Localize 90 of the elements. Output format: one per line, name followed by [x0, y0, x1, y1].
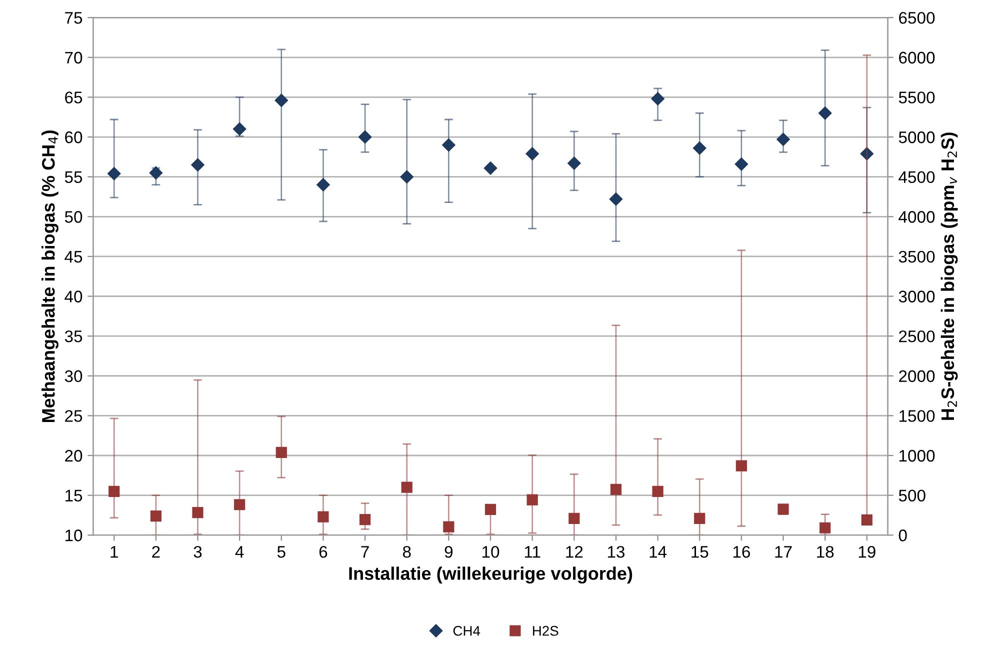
x-tick-label: 5 [277, 546, 286, 558]
point [234, 499, 246, 510]
y-tick-label: 50 [64, 211, 82, 223]
y2-tick-label: 2000 [899, 370, 935, 382]
x-tick-label: 12 [566, 546, 583, 558]
point [526, 147, 539, 160]
x-tick-label: 2 [152, 546, 160, 558]
point [192, 507, 204, 518]
x-tick-label: 19 [858, 546, 876, 558]
point [318, 511, 329, 522]
point [694, 512, 706, 524]
point [443, 521, 454, 532]
y2-tick-label: 2500 [899, 330, 935, 342]
point [568, 512, 580, 524]
point [652, 486, 664, 498]
point [778, 504, 789, 515]
x-tick-label: 10 [482, 546, 500, 558]
legend-label: CH4 [453, 626, 480, 636]
y-tick-label: 55 [64, 171, 82, 184]
y-tick-label: 15 [66, 490, 82, 502]
y2-tick-label: 5500 [898, 92, 935, 104]
y-tick-label: 40 [64, 290, 82, 302]
y2-tick-label: 4500 [898, 171, 935, 184]
legend-label: H2S [532, 626, 558, 636]
point [276, 446, 287, 458]
x-tick-label: 4 [235, 546, 244, 558]
point [860, 147, 874, 160]
point [609, 192, 623, 206]
point [568, 156, 581, 170]
x-tick-label: 16 [733, 546, 750, 558]
x-tick-label: 9 [444, 546, 453, 558]
point [358, 130, 372, 144]
x-tick-label: 1 [110, 546, 118, 558]
point [149, 166, 163, 180]
y-tick-label: 10 [66, 530, 82, 542]
y-tick-label: 70 [65, 52, 82, 64]
point [274, 94, 288, 107]
y2-tick-label: 6000 [899, 52, 935, 64]
point [401, 482, 412, 493]
y2-tick-label: 1000 [899, 450, 935, 462]
x-tick-label: 7 [361, 546, 369, 558]
y2-tick-label: 4000 [898, 211, 935, 223]
y-tick-label: 60 [65, 131, 82, 144]
point [861, 514, 872, 526]
point [776, 132, 790, 146]
y2-tick-label: 3500 [898, 250, 935, 263]
point [484, 161, 498, 175]
point [359, 514, 371, 526]
point [150, 510, 162, 522]
point [484, 504, 496, 516]
x-tick-label: 3 [194, 546, 202, 558]
point [651, 92, 664, 106]
x-tick-label: 8 [402, 546, 411, 558]
y2-tick-label: 3000 [898, 290, 935, 302]
point [400, 170, 414, 184]
y-tick-label: 35 [64, 330, 82, 342]
point [736, 460, 747, 472]
point [693, 142, 706, 155]
y-tick-label: 25 [65, 410, 82, 422]
point [108, 486, 120, 498]
point [610, 484, 622, 495]
y-tick-label: 20 [65, 450, 82, 462]
x-tick-label: 13 [608, 546, 624, 558]
y-tick-label: 30 [64, 370, 82, 382]
point [108, 167, 121, 180]
point [191, 158, 204, 172]
y2-tick-label: 6500 [899, 12, 935, 24]
y-tick-label: 75 [65, 12, 82, 24]
y-axis-title: Methaangehalte in biogas (% CH$_{4}$) [42, 130, 58, 422]
x-tick-label: 6 [319, 546, 328, 558]
point [526, 494, 538, 506]
x-axis-title: Installatie (willekeurige volgorde) [349, 566, 632, 584]
x-tick-label: 11 [524, 546, 540, 558]
y2-tick-label: 500 [898, 490, 926, 502]
point [820, 522, 831, 534]
x-tick-label: 17 [775, 546, 792, 558]
y-tick-label: 45 [64, 251, 82, 263]
x-tick-label: 18 [817, 546, 834, 558]
x-tick-label: 14 [650, 546, 667, 558]
point [734, 157, 748, 171]
point [818, 106, 832, 120]
y2-tick-label: 1500 [899, 410, 935, 422]
point [232, 122, 246, 136]
x-tick-label: 15 [692, 546, 708, 558]
point [316, 178, 330, 192]
y2-axis-title: H$_{2}$S-gehalte in biogas (ppm$_{v}$ H$_{2}$S) [940, 132, 958, 420]
y-tick-label: 65 [65, 92, 82, 104]
y2-tick-label: 5000 [898, 131, 935, 144]
y2-tick-label: 0 [898, 530, 907, 542]
point [442, 138, 456, 152]
